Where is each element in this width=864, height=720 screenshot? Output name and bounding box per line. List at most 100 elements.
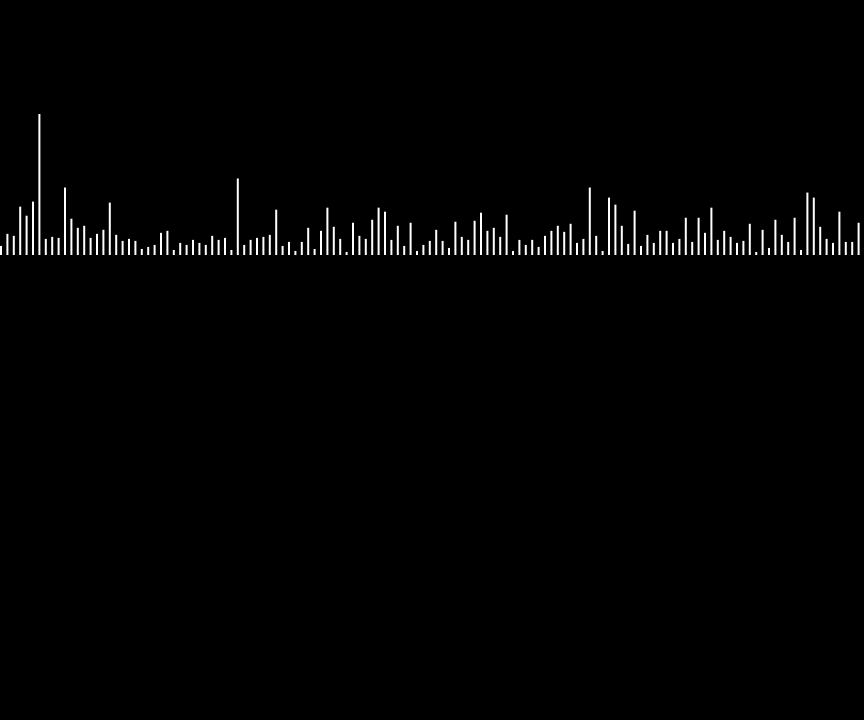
- bar: [819, 226, 822, 255]
- bar: [236, 178, 239, 255]
- bar: [774, 219, 777, 255]
- bar: [704, 232, 706, 255]
- bar: [204, 244, 207, 255]
- bar: [806, 192, 809, 255]
- bar: [614, 204, 617, 255]
- bar: [377, 207, 380, 255]
- bar: [172, 249, 175, 255]
- bar: [768, 247, 770, 255]
- bar: [723, 230, 726, 255]
- bar: [640, 245, 642, 255]
- bar: [352, 222, 354, 255]
- bar: [38, 114, 41, 255]
- bar: [294, 250, 297, 255]
- bar: [518, 239, 521, 255]
- bar: [0, 245, 2, 255]
- bar: [454, 221, 457, 255]
- bar: [89, 237, 92, 255]
- bar: [256, 237, 258, 255]
- bar: [25, 215, 28, 255]
- bar: [102, 229, 105, 255]
- bar: [275, 209, 278, 255]
- bar: [460, 236, 463, 255]
- bar: [665, 230, 668, 255]
- bar: [185, 244, 188, 255]
- bar: [576, 242, 578, 255]
- bar: [384, 211, 386, 255]
- bar: [851, 241, 854, 255]
- bar: [652, 242, 655, 255]
- bar: [697, 217, 700, 255]
- bar: [800, 249, 802, 255]
- bar: [492, 227, 495, 255]
- bar: [550, 230, 553, 255]
- bar: [179, 242, 182, 255]
- bar: [761, 229, 764, 255]
- bar: [396, 225, 399, 255]
- bar: [64, 187, 66, 255]
- bar: [76, 227, 79, 255]
- bar: [588, 187, 591, 255]
- bar: [262, 236, 265, 255]
- bar: [358, 235, 361, 255]
- bar: [428, 240, 431, 255]
- bar: [160, 232, 162, 255]
- bar: [812, 197, 815, 255]
- bar: [32, 201, 34, 255]
- bar: [736, 242, 738, 255]
- bar: [300, 241, 303, 255]
- bar: [608, 197, 610, 255]
- bar: [684, 217, 687, 255]
- bar: [844, 241, 847, 255]
- bar: [12, 235, 15, 255]
- bar-series: [0, 114, 860, 255]
- bar: [716, 239, 719, 255]
- bar: [422, 244, 425, 255]
- bar: [332, 226, 335, 255]
- bar: [857, 222, 860, 255]
- bar: [83, 225, 86, 255]
- bar: [556, 225, 559, 255]
- bar: [582, 238, 585, 255]
- bar: [825, 238, 828, 255]
- bar: [121, 240, 124, 255]
- bar: [320, 230, 322, 255]
- bar: [787, 241, 790, 255]
- bar: [659, 230, 662, 255]
- bar: [211, 235, 214, 255]
- bar: [672, 242, 674, 255]
- bar: [166, 230, 169, 255]
- bar: [729, 236, 732, 255]
- bar: [537, 246, 540, 255]
- bar: [313, 248, 316, 255]
- bar: [390, 239, 393, 255]
- bar: [467, 239, 470, 255]
- bar: [563, 231, 566, 255]
- bar: [627, 243, 630, 255]
- bar: [838, 211, 841, 255]
- bar: [531, 239, 534, 255]
- bar: [569, 223, 572, 255]
- bar: [307, 227, 310, 255]
- bar: [364, 238, 367, 255]
- bar: [281, 245, 284, 255]
- bar: [403, 245, 406, 255]
- bar: [435, 229, 438, 255]
- bar: [192, 239, 194, 255]
- bar: [620, 225, 623, 255]
- bar: [371, 219, 374, 255]
- bar: [115, 234, 118, 255]
- bar: [780, 234, 783, 255]
- bar: [326, 207, 329, 255]
- bar: [601, 250, 604, 255]
- bar: [748, 223, 751, 255]
- bar: [524, 244, 527, 255]
- bar: [6, 233, 9, 255]
- bar: [710, 207, 713, 255]
- bar: [486, 230, 489, 255]
- bar: [147, 246, 150, 255]
- bar: [633, 210, 636, 255]
- bar: [691, 241, 694, 255]
